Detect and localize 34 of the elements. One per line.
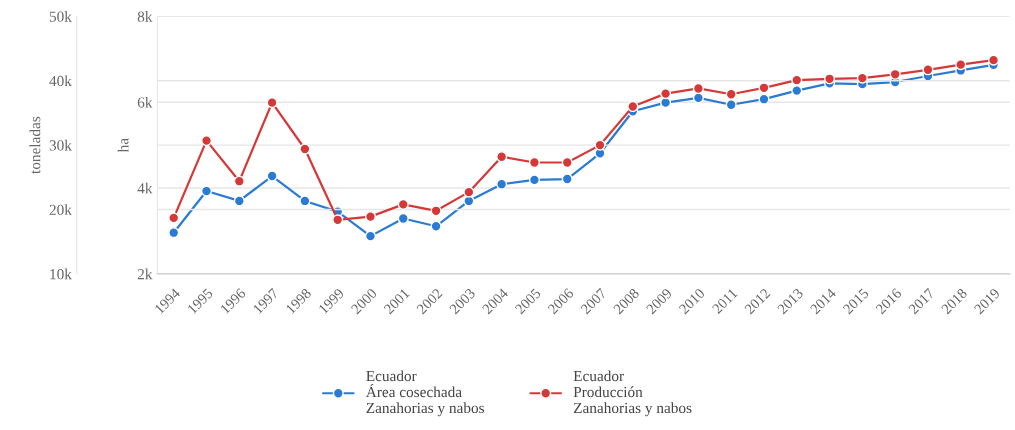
point [561,173,573,185]
point [922,64,934,76]
point [397,198,409,210]
point [660,88,672,100]
point [594,139,606,151]
y-tick-label: 30k [49,139,72,151]
y2-axis-title: ha [117,138,129,153]
point [824,73,836,85]
y2-tick-label: 4k [137,182,153,194]
y2-tick-label: 6k [137,96,153,108]
point [692,82,704,95]
point [955,59,967,71]
y2-tick-label: 8k [137,11,153,22]
point [791,74,803,86]
point [430,220,442,232]
point [496,151,508,163]
y-axis-title: toneladas [29,116,41,174]
point [266,97,278,109]
y-tick-label: 40k [49,75,72,87]
y2-tick-label: 2k [137,268,153,280]
y-tick-label: 10k [50,268,72,280]
point [856,72,868,84]
point [627,100,639,113]
point [496,178,508,190]
point [266,170,278,182]
y-tick-label: 20k [49,204,72,215]
point [725,88,737,100]
y-tick-label: 50k [49,11,72,22]
point [463,186,475,198]
legend-label: Ecuador Área cosechada Zanahorias y nabos [365,370,485,417]
point [758,93,770,105]
point [692,92,704,104]
legend-label: Ecuador Producción Zanahorias y nabos [573,370,692,417]
point [889,68,901,80]
